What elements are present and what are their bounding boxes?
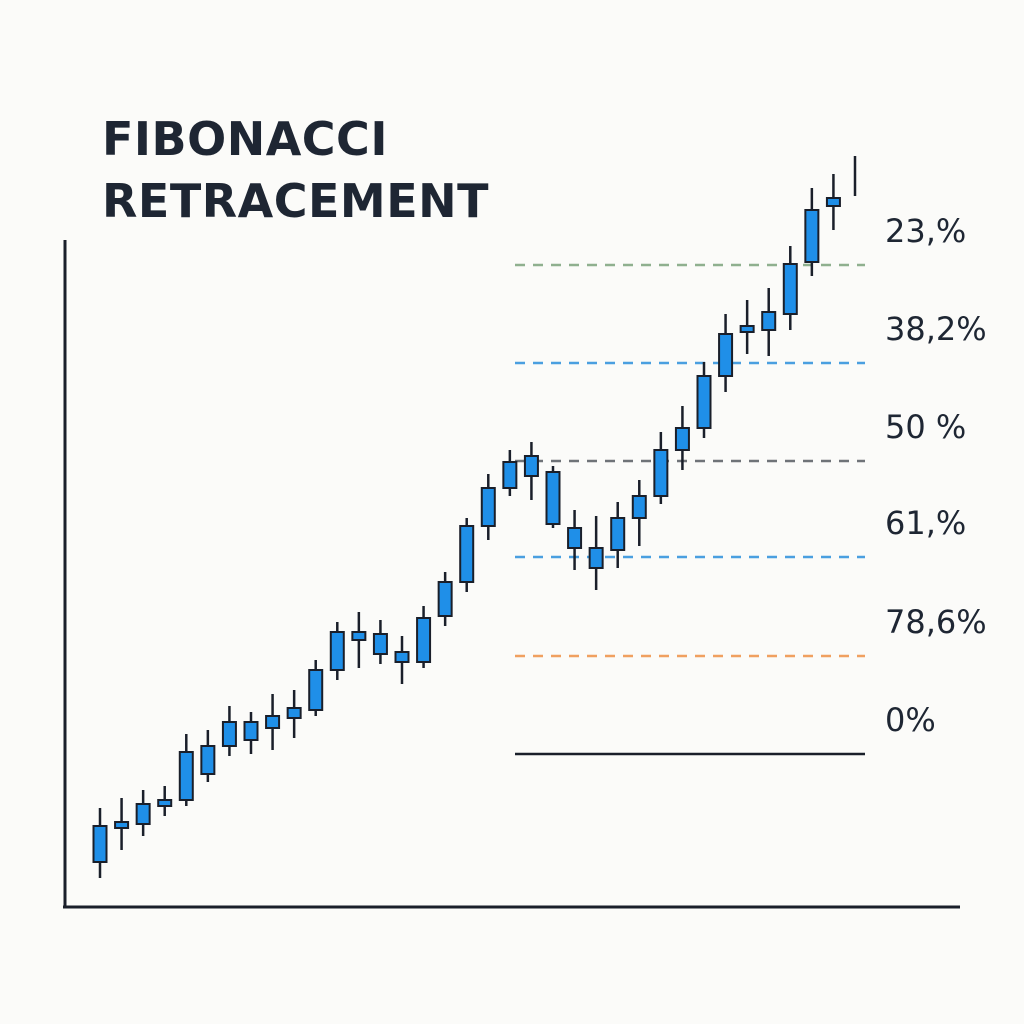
fib-level-label: 0% — [885, 701, 936, 739]
candle-body — [545, 471, 561, 525]
candle-body — [92, 825, 108, 863]
candle-body — [416, 617, 432, 663]
candle-body — [480, 487, 496, 527]
candle-body — [221, 721, 237, 747]
fib-level-label: 78,6% — [885, 603, 987, 641]
candle-body — [653, 449, 669, 497]
chart-title: FIBONACCI RETRACEMENT — [102, 112, 489, 228]
candle-body — [696, 375, 712, 429]
candle-body — [718, 333, 734, 377]
fib-level-label: 23,% — [885, 212, 966, 250]
candle-body — [523, 455, 539, 477]
fib-level-label: 61,% — [885, 504, 966, 542]
candle-body — [329, 631, 345, 671]
candle-body — [308, 669, 324, 711]
candle-body — [588, 547, 604, 569]
candle-body — [157, 799, 173, 807]
candle-body — [502, 461, 518, 489]
candle-body — [804, 209, 820, 263]
fib-level-label: 38,2% — [885, 310, 987, 348]
candle-body — [459, 525, 475, 583]
candle-body — [631, 495, 647, 519]
candle-body — [437, 581, 453, 617]
candle-body — [610, 517, 626, 551]
candle-body — [674, 427, 690, 451]
candle-body — [286, 707, 302, 719]
candle-body — [265, 715, 281, 729]
candle-body — [782, 263, 798, 315]
candle-body — [178, 751, 194, 801]
candle-body — [825, 197, 841, 207]
candle-body — [135, 803, 151, 825]
candle-body — [394, 651, 410, 663]
candle-body — [372, 633, 388, 655]
fib-level-label: 50 % — [885, 408, 966, 446]
candle-body — [739, 325, 755, 333]
candle-body — [200, 745, 216, 775]
candle-body — [567, 527, 583, 549]
candle-body — [351, 631, 367, 641]
candle-body — [761, 311, 777, 331]
candle-body — [114, 821, 130, 829]
candle-body — [243, 721, 259, 741]
